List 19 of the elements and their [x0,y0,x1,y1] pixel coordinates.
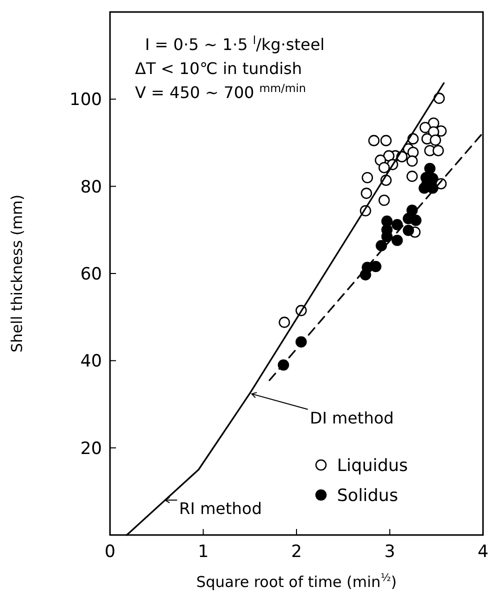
x-tick-label: 2 [291,542,302,562]
x-tick-label: 0 [104,542,116,562]
x-tick-label: 1 [198,542,209,562]
x-tick-label: 3 [384,542,396,562]
legend-label: Solidus [337,486,398,506]
legend-label: Liquidus [337,456,408,476]
annotation: RI method [179,499,262,518]
annotation: DI method [310,408,394,428]
annotation: I = 0·5 ~ 1·5 $^{l}$/kg·steel [145,34,325,54]
annotation: ΔT < 10℃ in tundish [135,59,302,78]
y-tick-label: 60 [80,264,102,284]
y-tick-label: 100 [70,90,102,110]
x-axis-title: Square root of time (min$^{½}$) [196,572,397,591]
annotation: V = 450 ~ 700 $^{mm/min}$ [135,82,306,102]
x-tick-label: 4 [478,542,488,562]
y-tick-label: 20 [80,438,102,459]
y-tick-label: 80 [80,177,102,198]
y-tick-label: 40 [80,352,102,372]
y-axis-title: Shell thickness (mm) [8,194,26,352]
